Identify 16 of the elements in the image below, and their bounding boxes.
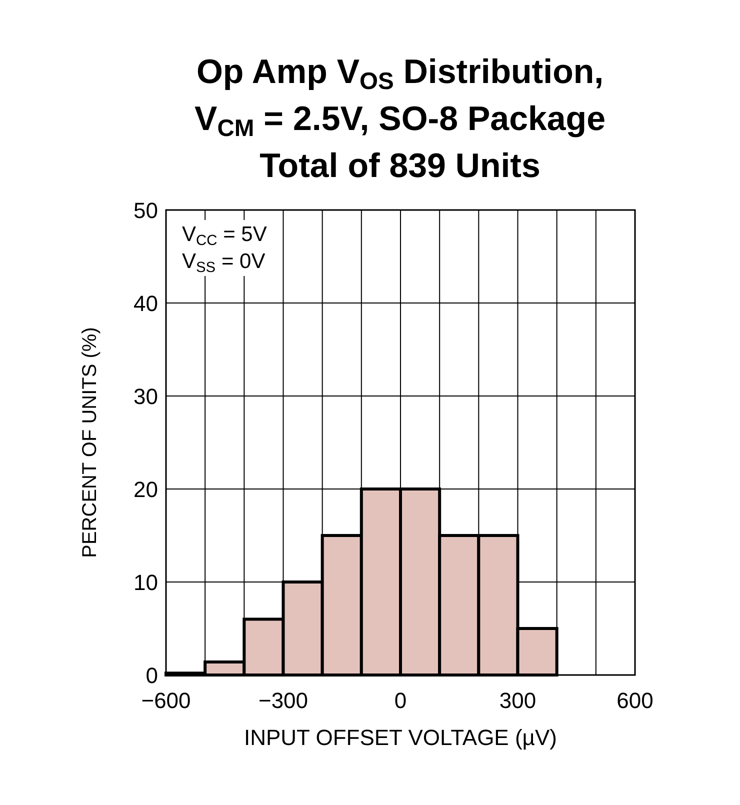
y-tick-label: 20 [134, 477, 158, 502]
x-tick-label: −600 [141, 688, 191, 713]
x-tick-label: 0 [394, 688, 407, 713]
x-tick-label: −300 [258, 688, 308, 713]
chart-title: Op Amp V$_{OS}$ Distribution, V$_{CM}$ = 2.5V, SO-8 Package Total of 839 Units [194, 53, 606, 185]
y-axis-title: PERCENT OF UNITS (%) [79, 327, 101, 558]
annotation: V$_{CC}$ = 5V [182, 223, 267, 249]
y-tick-label: 0 [146, 663, 158, 688]
y-tick-label: 10 [134, 570, 158, 595]
x-axis-title: INPUT OFFSET VOLTAGE (µV) [244, 725, 557, 750]
x-tick-label: 300 [499, 688, 536, 713]
y-tick-label: 40 [134, 291, 158, 316]
y-tick-label: 30 [134, 384, 158, 409]
x-tick-label: 600 [616, 688, 654, 713]
y-tick-label: 50 [134, 198, 158, 223]
annotation: V$_{SS}$ = 0V [182, 250, 266, 276]
